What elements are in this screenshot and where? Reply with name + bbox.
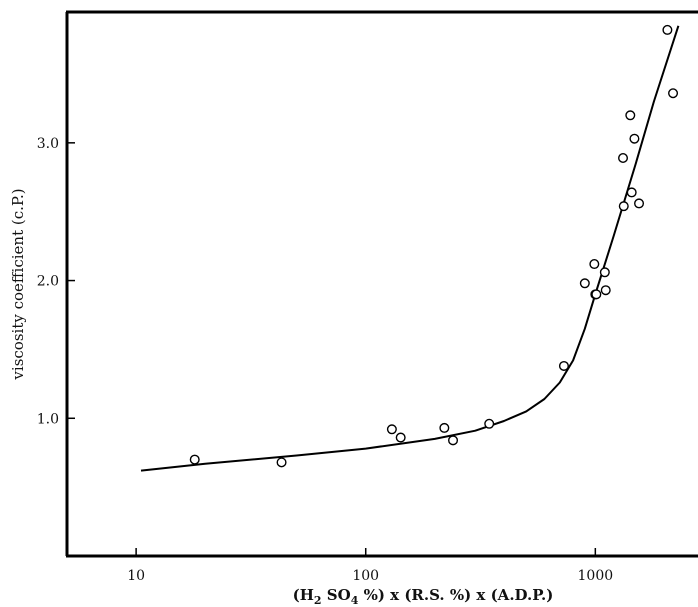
data-point	[634, 198, 645, 209]
data-points-group	[189, 24, 679, 468]
data-point	[599, 267, 610, 278]
data-point	[558, 360, 569, 371]
x-axis-label-subscript-1: 2	[314, 594, 322, 607]
y-axis-label: viscosity coefficient (c.P.)	[9, 188, 27, 380]
data-point	[579, 278, 590, 289]
axis-ticks	[67, 142, 597, 556]
fitted-curve-group	[140, 25, 680, 472]
fitted-curve	[140, 25, 680, 472]
data-point	[618, 201, 629, 212]
data-point	[386, 424, 397, 435]
y-tick-label: 1.0	[37, 411, 59, 427]
x-axis-label-subscript-2: 4	[351, 594, 359, 607]
y-tick-label: 3.0	[37, 136, 59, 152]
data-point	[395, 432, 406, 443]
axis-tick-labels: 10 100 1000 1.0 2.0 3.0	[37, 136, 613, 584]
x-axis-label-part-1: (H	[293, 586, 314, 604]
x-axis-label: (H2 SO4 %) x (R.S. %) x (A.D.P.)	[293, 586, 554, 607]
data-point	[589, 259, 600, 270]
x-tick-label: 10	[127, 568, 145, 584]
data-point	[484, 418, 495, 429]
x-axis-label-part-3: %) x (R.S. %) x (A.D.P.)	[358, 586, 553, 604]
data-point	[668, 88, 679, 99]
data-point	[439, 422, 450, 433]
y-tick-label: 2.0	[37, 274, 59, 290]
data-point	[626, 187, 637, 198]
data-point	[618, 152, 629, 163]
data-point	[448, 435, 459, 446]
x-axis-label-part-2: SO	[322, 586, 351, 604]
data-point	[276, 457, 287, 468]
data-point	[662, 24, 673, 35]
data-point	[629, 133, 640, 144]
x-tick-label: 100	[352, 568, 379, 584]
x-tick-label: 1000	[578, 568, 614, 584]
data-point	[591, 289, 602, 300]
data-point	[625, 110, 636, 121]
data-point	[600, 285, 611, 296]
data-point	[189, 454, 200, 465]
